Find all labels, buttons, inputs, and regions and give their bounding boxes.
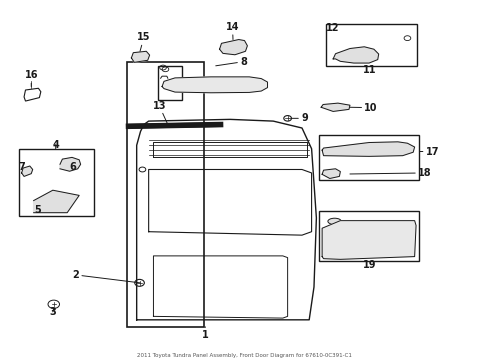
Polygon shape bbox=[322, 142, 414, 156]
Bar bbox=[19, 149, 93, 216]
Bar bbox=[318, 135, 419, 180]
Text: 12: 12 bbox=[325, 23, 339, 33]
Text: 4: 4 bbox=[52, 140, 59, 150]
Polygon shape bbox=[322, 169, 340, 179]
Text: 8: 8 bbox=[215, 57, 246, 67]
Polygon shape bbox=[34, 190, 79, 213]
Text: 16: 16 bbox=[24, 71, 38, 86]
Text: 1: 1 bbox=[202, 327, 208, 340]
Text: 10: 10 bbox=[349, 103, 377, 113]
Bar bbox=[127, 62, 203, 327]
Polygon shape bbox=[219, 40, 247, 55]
Text: 3: 3 bbox=[49, 307, 56, 317]
Text: 17: 17 bbox=[419, 147, 438, 157]
Text: 2: 2 bbox=[72, 270, 140, 283]
Polygon shape bbox=[162, 77, 267, 93]
Bar bbox=[318, 211, 419, 261]
Polygon shape bbox=[321, 103, 349, 112]
Ellipse shape bbox=[327, 218, 341, 224]
Text: 18: 18 bbox=[349, 168, 431, 178]
Polygon shape bbox=[322, 221, 415, 259]
Polygon shape bbox=[131, 51, 149, 62]
Polygon shape bbox=[332, 47, 378, 63]
Bar bbox=[325, 24, 416, 66]
Text: 15: 15 bbox=[137, 32, 150, 51]
Text: 2011 Toyota Tundra Panel Assembly, Front Door Diagram for 67610-0C391-C1: 2011 Toyota Tundra Panel Assembly, Front… bbox=[137, 353, 351, 358]
Text: 6: 6 bbox=[69, 162, 76, 172]
Polygon shape bbox=[21, 166, 33, 176]
Bar bbox=[158, 66, 182, 100]
Text: 5: 5 bbox=[34, 205, 41, 215]
Text: 13: 13 bbox=[152, 100, 167, 125]
Text: 11: 11 bbox=[363, 65, 376, 75]
Text: 7: 7 bbox=[18, 162, 25, 172]
Text: 14: 14 bbox=[225, 22, 239, 40]
Polygon shape bbox=[60, 157, 81, 171]
Text: 9: 9 bbox=[291, 113, 307, 123]
Text: 19: 19 bbox=[363, 260, 376, 270]
